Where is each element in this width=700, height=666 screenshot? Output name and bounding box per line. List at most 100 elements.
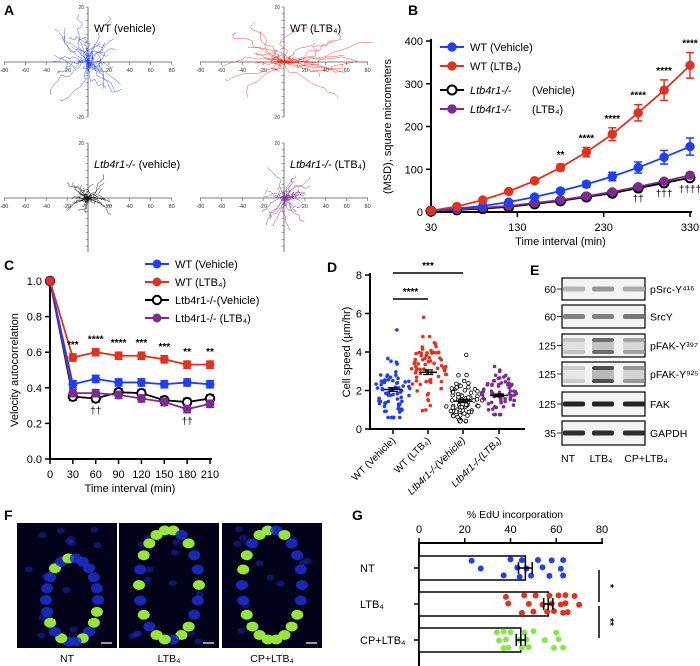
legend-marker [152, 259, 162, 269]
data-point [555, 162, 566, 173]
nucleus-dapi [143, 576, 152, 583]
blot-band [592, 350, 614, 354]
data-point [416, 362, 421, 366]
data-point [421, 315, 426, 320]
data-point [528, 572, 535, 579]
cell-track [260, 31, 285, 64]
cell-track [232, 32, 285, 63]
data-point [555, 636, 562, 643]
nucleus-dapi [237, 595, 250, 606]
molecular-weight-label: 125 [538, 341, 556, 353]
x-axis-label: % EdU incorporation [467, 509, 563, 521]
y-tick-label: 0 [356, 424, 362, 436]
title-main: WT (vehicle) [94, 23, 156, 35]
cell-track [63, 27, 89, 63]
nucleus-edu [240, 550, 253, 561]
blot-band [623, 286, 645, 292]
y-tick-label: 20 [274, 5, 280, 11]
title-main: Ltb4r1-/- [94, 159, 136, 171]
data-point [388, 375, 393, 380]
series-0 [45, 276, 215, 389]
data-point [394, 360, 399, 365]
cell-track [69, 36, 91, 63]
data-point [511, 403, 516, 407]
data-point [560, 609, 567, 616]
blot-band [623, 366, 645, 370]
data-point [516, 573, 523, 580]
data-point [550, 644, 557, 651]
data-point [557, 601, 564, 608]
scatter-group [479, 364, 519, 417]
y-tick-label: 1.0 [27, 276, 42, 288]
data-point [502, 593, 509, 600]
nucleus-dapi [191, 564, 204, 575]
nucleus-edu [278, 529, 291, 540]
blot-band [563, 314, 585, 319]
cell-track [221, 56, 285, 67]
protein-label: FAK [650, 399, 670, 411]
legend-label-suffix: (LTB₄) [532, 104, 563, 116]
cell-track [283, 197, 293, 212]
data-point [395, 397, 400, 401]
data-point [394, 373, 398, 378]
data-point [449, 386, 454, 391]
x-tick-label: 20 [106, 68, 112, 74]
cell-track [83, 36, 90, 64]
data-point [462, 388, 468, 393]
nucleus-dapi [93, 542, 102, 549]
cell-track [87, 61, 104, 90]
blot-band [563, 338, 585, 342]
cell-track [264, 190, 285, 199]
x-tick-label: -80 [196, 204, 204, 210]
x-tick-label: 60 [148, 204, 154, 210]
data-point [375, 386, 380, 390]
data-point [468, 390, 474, 395]
significance-star: **** [403, 287, 419, 298]
data-point [454, 381, 459, 387]
blot-row: 125 pFAK-Y³⁹⁷ [538, 333, 698, 358]
data-point [410, 382, 415, 386]
data-point [391, 392, 395, 397]
data-point [417, 350, 421, 355]
data-point [394, 381, 399, 385]
data-point [400, 399, 404, 404]
data-point [464, 372, 469, 378]
nucleus-dapi [296, 580, 308, 590]
data-point [159, 397, 169, 407]
scatter-group [409, 315, 449, 413]
data-point [418, 382, 423, 387]
data-point [407, 393, 411, 398]
molecular-weight-label: 125 [538, 399, 556, 411]
x-tick-label: 60 [90, 469, 102, 481]
data-point [497, 390, 502, 395]
data-point [439, 379, 444, 384]
nucleus-dapi [69, 626, 78, 633]
data-point [68, 388, 78, 398]
blot-row: 125 FAK [538, 391, 670, 417]
x-tick-label: 0 [47, 469, 53, 481]
nucleus-edu [44, 617, 57, 628]
y-axis-label: (MSD), square micrometers [382, 58, 394, 194]
data-point [159, 354, 169, 364]
nucleus-dapi [68, 540, 77, 547]
y-tick-label: -20 [273, 115, 280, 121]
micrograph-label: CP+LTB₄ [250, 653, 293, 665]
data-point [550, 608, 557, 615]
data-point [444, 404, 449, 409]
data-point [384, 409, 388, 413]
cell-track [283, 33, 342, 63]
data-point [548, 557, 555, 564]
nucleus-edu [270, 634, 283, 645]
x-tick-label: -60 [217, 68, 225, 74]
data-point [427, 355, 432, 360]
nucleus-dapi [291, 550, 304, 561]
x-axis-label: Time interval (min) [515, 236, 606, 248]
data-point [475, 389, 480, 394]
significance-dagger: †† [182, 417, 193, 428]
nucleus-dapi [134, 630, 143, 637]
data-point [521, 629, 528, 636]
data-point [377, 396, 381, 401]
x-tick-label: -20 [259, 204, 267, 210]
y-tick-label: 20 [274, 141, 280, 147]
